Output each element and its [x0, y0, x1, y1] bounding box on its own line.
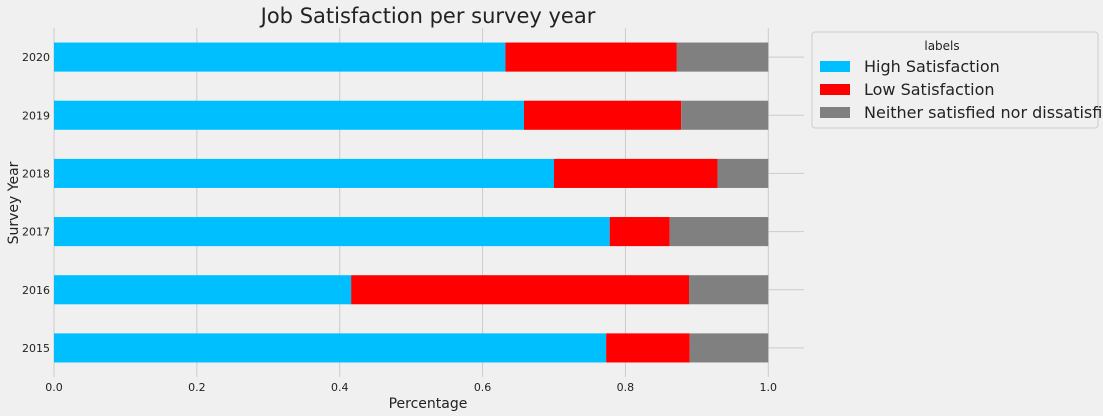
- bar-segment: [54, 100, 524, 130]
- bar-segment: [669, 217, 769, 247]
- ticks: 0.0 0.2 0.4 0.6 0.8 1.0 2020 2019 2018 2017 2016 20…: [22, 51, 777, 394]
- bar-segment: [717, 158, 769, 188]
- legend-entry-label: Neither satisfied nor dissatisfied: [864, 103, 1103, 122]
- legend: labels High Satisfaction Low Satisfaction…: [811, 31, 1103, 129]
- legend-swatch: [820, 84, 850, 95]
- legend-swatch: [820, 107, 850, 118]
- y-tick-label: 2018: [22, 167, 50, 180]
- legend-entry-label: Low Satisfaction: [864, 80, 995, 99]
- x-tick-label: 0.8: [617, 381, 635, 394]
- bar-segment: [351, 275, 689, 305]
- y-tick-label: 2017: [22, 226, 50, 239]
- legend-box: [811, 31, 1099, 129]
- bar-segment: [54, 333, 607, 363]
- x-tick-label: 0.2: [188, 381, 206, 394]
- bar-segment: [554, 158, 718, 188]
- bar-segment: [505, 42, 677, 72]
- x-tick-label: 0.6: [474, 381, 492, 394]
- bar-segment: [524, 100, 682, 130]
- bar-segment: [689, 275, 769, 305]
- bar-segment: [54, 275, 352, 305]
- y-tick-label: 2016: [22, 284, 50, 297]
- bar-segment: [54, 158, 554, 188]
- legend-title: labels: [924, 39, 959, 53]
- bar-segment: [681, 100, 769, 130]
- x-tick-label: 0.0: [45, 381, 63, 394]
- bar-segment: [606, 333, 690, 363]
- chart-title: Job Satisfaction per survey year: [259, 4, 596, 28]
- x-tick-label: 0.4: [331, 381, 349, 394]
- y-axis-label: Survey Year: [6, 161, 22, 244]
- bar-segment: [54, 42, 506, 72]
- y-tick-label: 2015: [22, 342, 50, 355]
- legend-swatch: [820, 61, 850, 72]
- bar-segment: [54, 217, 610, 247]
- legend-entry-label: High Satisfaction: [864, 57, 1000, 76]
- y-tick-label: 2020: [22, 51, 50, 64]
- y-tick-label: 2019: [22, 109, 50, 122]
- x-axis-label: Percentage: [389, 396, 468, 412]
- x-tick-label: 1.0: [760, 381, 778, 394]
- bars: [54, 42, 769, 363]
- bar-segment: [689, 333, 769, 363]
- bar-segment: [676, 42, 769, 72]
- bar-segment: [609, 217, 670, 247]
